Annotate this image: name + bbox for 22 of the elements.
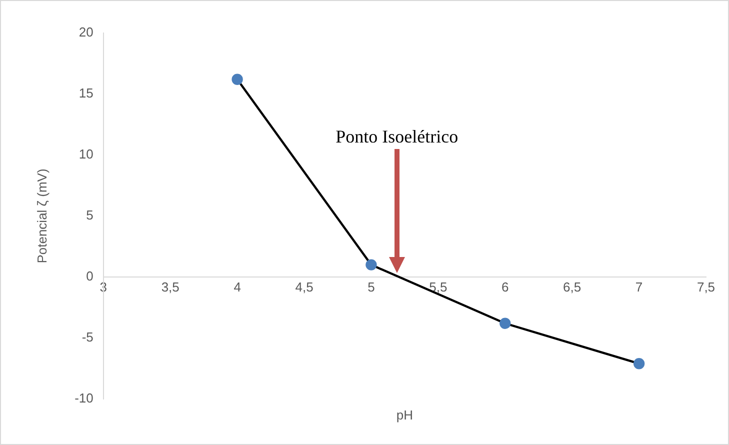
- x-tick-label: 7: [635, 279, 643, 294]
- x-tick-label: 4,5: [295, 279, 314, 294]
- x-tick-label: 3,5: [161, 279, 180, 294]
- y-axis-title: Potencial ζ (mV): [34, 168, 50, 264]
- x-tick-label: 4: [234, 279, 241, 294]
- y-tick-label: 5: [86, 208, 94, 223]
- y-tick-label: -5: [82, 330, 94, 345]
- point: [232, 74, 243, 85]
- x-tick-label: 6: [502, 279, 509, 294]
- y-tick-label: 15: [78, 86, 94, 101]
- point: [633, 358, 645, 370]
- y-tick-label: -10: [74, 390, 94, 406]
- x-axis-title: pH: [396, 408, 414, 423]
- y-tick-label: 10: [78, 146, 94, 162]
- y-tick-label: 20: [78, 24, 94, 40]
- x-tick-label: 6,5: [563, 279, 582, 294]
- point: [500, 318, 511, 329]
- x-tick-label: 5: [368, 279, 375, 294]
- point: [366, 259, 377, 270]
- y-tick-label: 0: [86, 268, 94, 284]
- annotation: Ponto Isoelétrico: [336, 126, 458, 147]
- x-tick-label: 7,5: [696, 279, 716, 294]
